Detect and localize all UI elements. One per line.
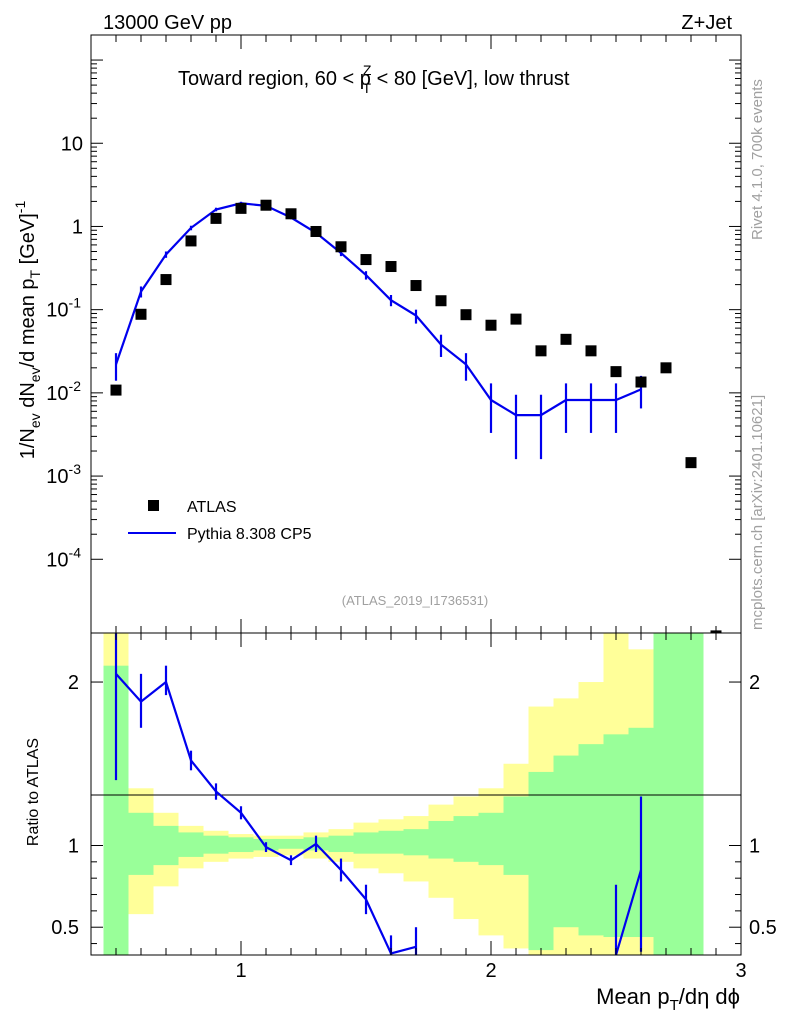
atlas-point <box>110 384 122 396</box>
header-left: 13000 GeV pp <box>103 12 232 34</box>
atlas-point <box>210 212 222 224</box>
main-plot-frame <box>90 34 742 634</box>
ratio-series <box>114 633 643 956</box>
inner-band <box>403 829 429 856</box>
pythia-line <box>114 202 642 417</box>
ratio-y-label: Ratio to ATLAS <box>25 738 42 846</box>
pythia-series <box>114 201 643 460</box>
y-tick-label: 10-2 <box>46 378 81 405</box>
atlas-point <box>560 333 572 345</box>
atlas-point <box>235 202 247 214</box>
side-label-rivet: Rivet 4.1.0, 700k events <box>749 79 766 240</box>
main-plot: 10 1 10-1 10-2 10-3 10-4 <box>46 34 742 634</box>
atlas-point <box>485 319 497 331</box>
header-right: Z+Jet <box>681 12 732 34</box>
legend-atlas-marker <box>148 500 159 511</box>
title-sup: Z <box>363 62 372 78</box>
analysis-watermark: (ATLAS_2019_I1736531) <box>342 593 488 608</box>
atlas-point <box>335 241 347 253</box>
inner-band <box>228 837 254 853</box>
atlas-point <box>385 261 397 273</box>
atlas-point <box>185 235 197 247</box>
x-tick-label: 3 <box>735 960 746 982</box>
atlas-point <box>460 309 472 321</box>
inner-band <box>353 832 379 854</box>
inner-band <box>153 825 179 866</box>
atlas-point <box>635 376 647 388</box>
title-prefix: Toward region, 60 < p <box>178 68 371 90</box>
atlas-point <box>410 280 422 292</box>
ratio-line <box>614 869 643 956</box>
x-tick-label: 2 <box>485 960 496 982</box>
atlas-point <box>135 308 147 320</box>
ratio-tick-label-right: 2 <box>749 672 760 694</box>
ratio-tick-label-right: 0.5 <box>749 917 777 939</box>
inner-band <box>278 838 304 849</box>
legend-atlas-label: ATLAS <box>187 499 237 516</box>
plot-title: Toward region, 60 < pZ T < 80 [GeV], low … <box>178 62 570 96</box>
atlas-point <box>585 345 597 357</box>
inner-band <box>128 812 154 875</box>
title-suffix: < 80 [GeV], low thrust <box>371 68 570 90</box>
title-sub: T <box>362 80 371 96</box>
y-tick-label: 10-1 <box>46 295 81 322</box>
x-tick-label: 1 <box>235 960 246 982</box>
atlas-point <box>285 208 297 220</box>
inner-band <box>528 771 554 951</box>
inner-band <box>203 835 229 854</box>
ratio-ticks: 2 2 1 1 0.5 0.5 1 2 3 <box>51 633 777 982</box>
atlas-point <box>610 366 622 378</box>
inner-band <box>553 755 579 928</box>
atlas-series <box>110 199 722 633</box>
inner-band <box>478 812 504 866</box>
inner-band <box>378 830 404 854</box>
ratio-tick-label: 0.5 <box>51 917 79 939</box>
y-tick-label: 10-3 <box>46 461 81 488</box>
y-tick-label: 10-4 <box>46 544 81 571</box>
uncertainty-bands <box>103 633 704 955</box>
atlas-point <box>510 313 522 325</box>
legend-pythia-label: Pythia 8.308 CP5 <box>187 526 312 543</box>
y-tick-label: 1 <box>72 216 83 238</box>
x-axis-label: Mean pT/dη dϕ <box>596 984 740 1014</box>
ratio-tick-label-right: 1 <box>749 835 760 857</box>
inner-band <box>428 820 454 859</box>
atlas-point <box>660 362 672 374</box>
legend: ATLAS Pythia 8.308 CP5 <box>128 499 312 543</box>
y-axis-label: 1/Nev dNev/d mean pT [GeV]-1 <box>12 201 43 460</box>
inner-band <box>653 633 704 955</box>
atlas-point <box>435 295 447 307</box>
inner-band <box>578 744 604 936</box>
atlas-point <box>535 345 547 357</box>
atlas-point <box>710 630 722 633</box>
side-label-mcplots: mcplots.cern.ch [arXiv:2401.10621] <box>749 395 766 630</box>
ratio-tick-label: 2 <box>68 672 79 694</box>
atlas-point <box>160 274 172 286</box>
ratio-plot: 2 2 1 1 0.5 0.5 1 2 3 <box>51 632 777 982</box>
inner-band <box>503 796 529 875</box>
main-ticks: 10 1 10-1 10-2 10-3 10-4 <box>46 34 741 633</box>
atlas-point <box>260 199 272 211</box>
y-tick-label: 10 <box>61 133 83 155</box>
atlas-point <box>360 254 372 266</box>
inner-band <box>453 816 479 862</box>
atlas-point <box>685 457 697 469</box>
inner-band <box>328 835 354 853</box>
ratio-tick-label: 1 <box>68 835 79 857</box>
atlas-point <box>310 225 322 237</box>
inner-band <box>178 832 204 857</box>
